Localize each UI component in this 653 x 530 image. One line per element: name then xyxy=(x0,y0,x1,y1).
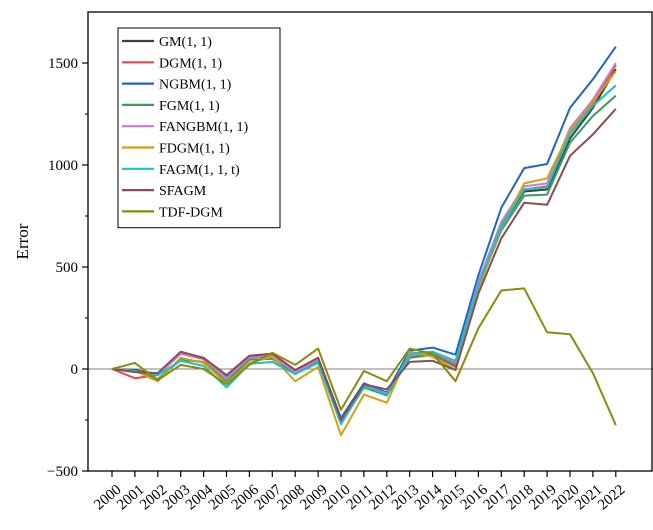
y-tick-label: 0 xyxy=(71,362,79,378)
legend-label: DGM(1, 1) xyxy=(159,56,222,71)
series-line-fdgm-1-1 xyxy=(111,70,617,437)
legend-label: GM(1, 1) xyxy=(159,35,212,50)
series-line-fagm-1-1-t xyxy=(111,84,617,426)
legend: GM(1, 1) DGM(1, 1) NGBM(1, 1) FGM(1, 1) FANG… xyxy=(117,27,281,229)
series-line-sfagm xyxy=(111,108,617,421)
legend-label: FAGM(1, 1, t) xyxy=(159,163,240,178)
legend-label: FGM(1, 1) xyxy=(159,99,220,114)
legend-label: FANGBM(1, 1) xyxy=(159,120,249,135)
y-axis-label: Error xyxy=(13,223,32,259)
plot-series-layer xyxy=(88,46,653,437)
legend-label: TDF-DGM xyxy=(159,205,223,220)
y-tick-label: 500 xyxy=(56,260,79,276)
series-line-tdf-dgm xyxy=(111,287,617,426)
x-tick-label: 2022 xyxy=(595,482,628,514)
legend-label: SFAGM xyxy=(159,184,207,199)
y-tick-label: 1500 xyxy=(48,56,78,72)
y-tick-label: 1000 xyxy=(48,158,78,174)
legend-label: NGBM(1, 1) xyxy=(159,78,232,93)
y-tick-label: −500 xyxy=(47,464,78,480)
plot-frame xyxy=(87,11,653,472)
legend-label: FDGM(1, 1) xyxy=(159,142,230,157)
